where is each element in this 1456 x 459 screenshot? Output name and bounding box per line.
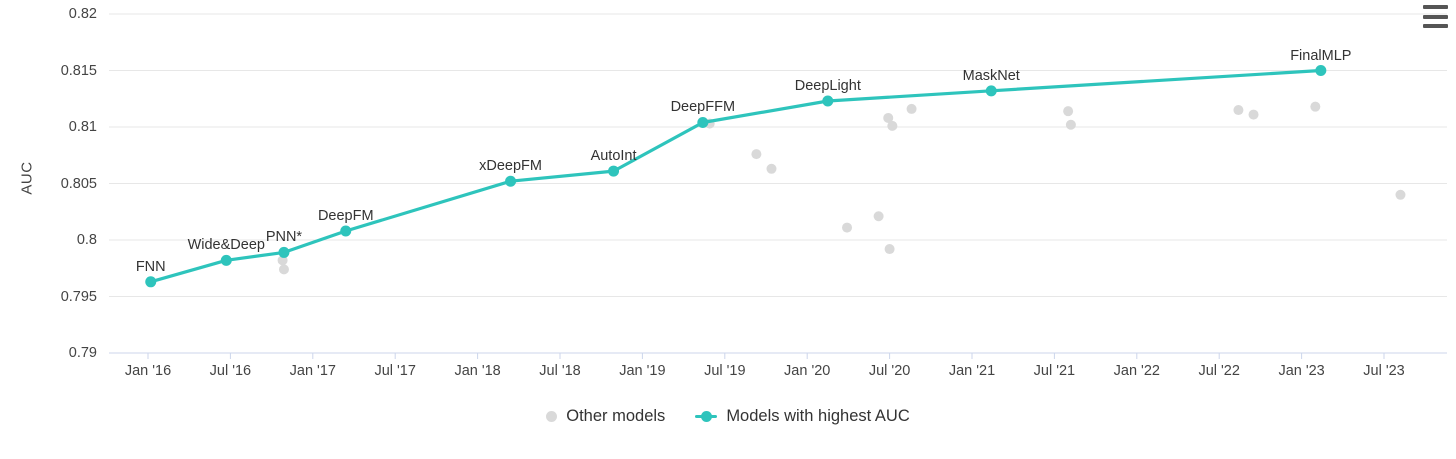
x-tick-label: Jan '19 — [619, 363, 666, 379]
x-tick-label: Jul '19 — [704, 363, 746, 379]
x-tick-label: Jan '16 — [124, 363, 172, 379]
legend-label: Other models — [566, 406, 666, 425]
other-model-point[interactable] — [884, 244, 895, 255]
x-tick-label: Jan '23 — [1278, 363, 1325, 379]
data-point-PNN*[interactable] — [278, 246, 290, 258]
other-model-point[interactable] — [1310, 101, 1321, 112]
legend: Other models Models with highest AUC — [0, 404, 1456, 428]
other-model-point[interactable] — [883, 112, 894, 123]
other-model-point[interactable] — [906, 103, 917, 114]
other-model-point[interactable] — [887, 120, 898, 131]
y-tick-label: 0.805 — [60, 175, 97, 192]
other-model-point[interactable] — [277, 255, 288, 266]
other-model-point[interactable] — [1063, 106, 1074, 117]
data-point-DeepFFM[interactable] — [697, 116, 709, 128]
other-model-point[interactable] — [278, 264, 289, 275]
data-point-Wide&Deep[interactable] — [220, 254, 232, 266]
x-tick-label: Jul '16 — [209, 363, 252, 379]
other-model-point[interactable] — [1248, 109, 1259, 120]
x-tick-label: Jan '20 — [784, 363, 831, 379]
other-model-point[interactable] — [1065, 119, 1076, 130]
data-point-FNN[interactable] — [145, 276, 157, 288]
other-model-point[interactable] — [842, 222, 853, 233]
data-point-MaskNet[interactable] — [985, 85, 997, 97]
y-axis-title: AUC — [18, 161, 36, 195]
x-tick-label: Jan '22 — [1113, 363, 1160, 379]
data-point-AutoInt[interactable] — [608, 165, 620, 177]
data-point-DeepFM[interactable] — [340, 225, 352, 237]
other-model-point[interactable] — [1395, 189, 1406, 200]
y-tick-label: 0.815 — [60, 62, 97, 79]
x-tick-label: Jul '17 — [374, 363, 416, 379]
x-tick-label: Jan '18 — [454, 363, 501, 379]
data-point-DeepLight[interactable] — [822, 95, 834, 107]
x-tick-label: Jan '21 — [948, 363, 996, 379]
legend-label: Models with highest AUC — [726, 406, 910, 425]
data-point-FinalMLP[interactable] — [1315, 65, 1327, 76]
legend-item-models-with-highest-auc[interactable]: Models with highest AUC — [695, 406, 910, 426]
teal-line-dot-icon — [695, 410, 718, 422]
y-tick-label: 0.82 — [68, 6, 97, 22]
other-model-point[interactable] — [766, 163, 777, 174]
x-tick-label: Jul '22 — [1198, 363, 1240, 379]
hamburger-menu-icon[interactable] — [1423, 5, 1448, 28]
gray-dot-icon — [546, 410, 558, 422]
hamburger-bar — [1423, 14, 1448, 19]
x-tick-label: Jul '20 — [868, 363, 911, 379]
y-tick-label: 0.79 — [68, 345, 97, 361]
hamburger-bar — [1423, 24, 1448, 28]
legend-item-other-models[interactable]: Other models — [546, 407, 665, 426]
hamburger-bar — [1423, 5, 1448, 9]
x-tick-label: Jul '21 — [1033, 363, 1076, 379]
data-point-xDeepFM[interactable] — [505, 175, 517, 187]
x-tick-label: Jan '17 — [289, 363, 336, 379]
y-tick-label: 0.81 — [68, 119, 97, 135]
x-tick-label: Jul '18 — [539, 363, 581, 379]
other-model-point[interactable] — [873, 211, 884, 222]
highest-auc-line — [149, 68, 1323, 284]
y-tick-label: 0.8 — [76, 232, 97, 248]
y-tick-label: 0.795 — [60, 288, 97, 305]
other-model-point[interactable] — [1233, 105, 1244, 116]
other-model-point[interactable] — [751, 149, 762, 160]
x-tick-label: Jul '23 — [1363, 363, 1405, 379]
